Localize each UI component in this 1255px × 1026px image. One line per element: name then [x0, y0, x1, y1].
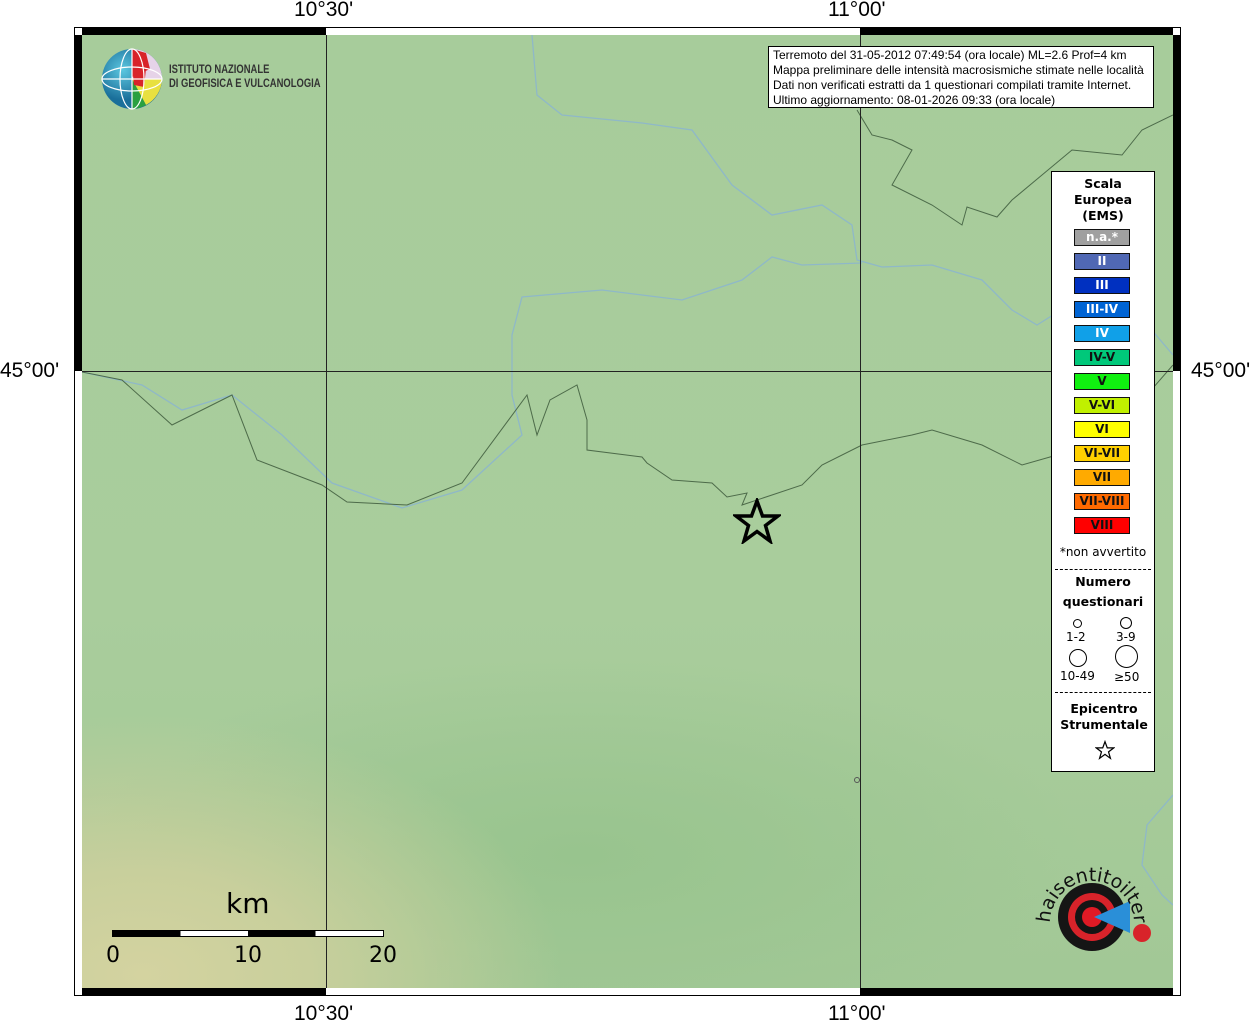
- intensity-swatch: II: [1074, 253, 1130, 270]
- border: [856, 109, 1173, 226]
- intensity-swatch: III: [1074, 277, 1130, 294]
- frame-right-black: [1173, 35, 1181, 371]
- count-label-50plus: ≥50: [1114, 670, 1140, 684]
- meridian-1030: [326, 35, 327, 988]
- count-label-3-9: 3-9: [1116, 630, 1136, 644]
- count-label-10-49: 10-49: [1060, 669, 1095, 683]
- star-icon: [1095, 740, 1115, 760]
- frame-bottom-black-left: [82, 988, 326, 996]
- legend-count-title-1: Numero: [1075, 574, 1131, 589]
- tick-top-1100: 11°00': [828, 0, 886, 21]
- intensity-swatch: IV: [1074, 325, 1130, 342]
- river: [1141, 794, 1173, 906]
- intensity-swatch: V-VI: [1074, 397, 1130, 414]
- ingv-name-line2: DI GEOFISICA E VULCANOLOGIA: [169, 78, 321, 90]
- tick-bottom-1030: 10°30': [294, 1002, 354, 1025]
- intensity-swatch: III-IV: [1074, 301, 1130, 318]
- borders: [82, 109, 1173, 506]
- border: [82, 364, 1173, 506]
- circle-large-icon: [1069, 649, 1087, 667]
- frame-top-black-right: [860, 27, 1173, 35]
- info-line-3: Dati non verificati estratti da 1 questi…: [773, 78, 1132, 92]
- count-label-1-2: 1-2: [1066, 630, 1086, 644]
- intensity-swatch: IV-V: [1074, 349, 1130, 366]
- scalebar-unit: km: [226, 887, 270, 920]
- intensity-swatch: VIII: [1074, 517, 1130, 534]
- legend: Scala Europea (EMS) n.a.* II III III-IV IV IV…: [1051, 171, 1155, 772]
- circle-medium-icon: [1120, 617, 1132, 629]
- map-features: [82, 35, 1173, 906]
- river: [531, 35, 1173, 356]
- legend-title-3: (EMS): [1082, 208, 1124, 223]
- meridian-1100: [860, 35, 861, 988]
- scalebar: [112, 930, 384, 937]
- legend-title-1: Scala: [1084, 176, 1122, 191]
- river: [82, 256, 863, 509]
- scalebar-label-20: 20: [369, 943, 397, 968]
- scalebar-label-10: 10: [234, 943, 262, 968]
- tick-right-4500: 45°00': [1191, 359, 1251, 382]
- parallel-4500: [82, 371, 1173, 372]
- tick-top-1030: 10°30': [294, 0, 354, 21]
- frame-top-black-left: [82, 27, 326, 35]
- circle-small-icon: [1073, 619, 1082, 628]
- legend-epi-title-1: Epicentro: [1070, 701, 1138, 716]
- map-area[interactable]: ISTITUTO NAZIONALE DI GEOFISICA E VULCAN…: [82, 35, 1173, 988]
- locality-marker[interactable]: [854, 777, 860, 783]
- legend-divider: [1055, 692, 1151, 693]
- legend-divider: [1055, 569, 1151, 570]
- tick-bottom-1100: 11°00': [828, 1002, 886, 1025]
- intensity-swatch: VII: [1074, 469, 1130, 486]
- legend-na-note: *non avvertito: [1059, 545, 1147, 559]
- epicenter-star-icon[interactable]: [733, 498, 781, 544]
- globe-icon: [101, 48, 163, 110]
- rivers: [82, 35, 1173, 906]
- frame-left-black: [74, 35, 82, 371]
- info-line-1: Terremoto del 31-05-2012 07:49:54 (ora l…: [773, 48, 1127, 62]
- intensity-swatch: n.a.*: [1074, 229, 1130, 246]
- intensity-swatch: VI-VII: [1074, 445, 1130, 462]
- scalebar-label-0: 0: [106, 943, 120, 968]
- intensity-swatch: V: [1074, 373, 1130, 390]
- frame-bottom-black-right: [860, 988, 1173, 996]
- legend-count-title-2: questionari: [1062, 594, 1144, 609]
- intensity-swatch: VII-VIII: [1074, 493, 1130, 510]
- intensity-swatch: VI: [1074, 421, 1130, 438]
- info-line-2: Mappa preliminare delle intensità macros…: [773, 63, 1144, 77]
- ingv-logo: ISTITUTO NAZIONALE DI GEOFISICA E VULCAN…: [100, 47, 321, 112]
- ingv-name-line1: ISTITUTO NAZIONALE: [169, 64, 270, 76]
- legend-title-2: Europea: [1073, 192, 1133, 207]
- hsit-logo[interactable]: haisentitoilterremoto.it: [1030, 853, 1154, 977]
- info-line-4: Ultimo aggiornamento: 08-01-2026 09:33 (…: [773, 93, 1056, 107]
- tick-left-4500: 45°00': [0, 359, 60, 382]
- legend-epi-title-2: Strumentale: [1060, 717, 1148, 732]
- circle-xlarge-icon: [1115, 645, 1138, 668]
- earthquake-info-box: Terremoto del 31-05-2012 07:49:54 (ora l…: [768, 46, 1154, 108]
